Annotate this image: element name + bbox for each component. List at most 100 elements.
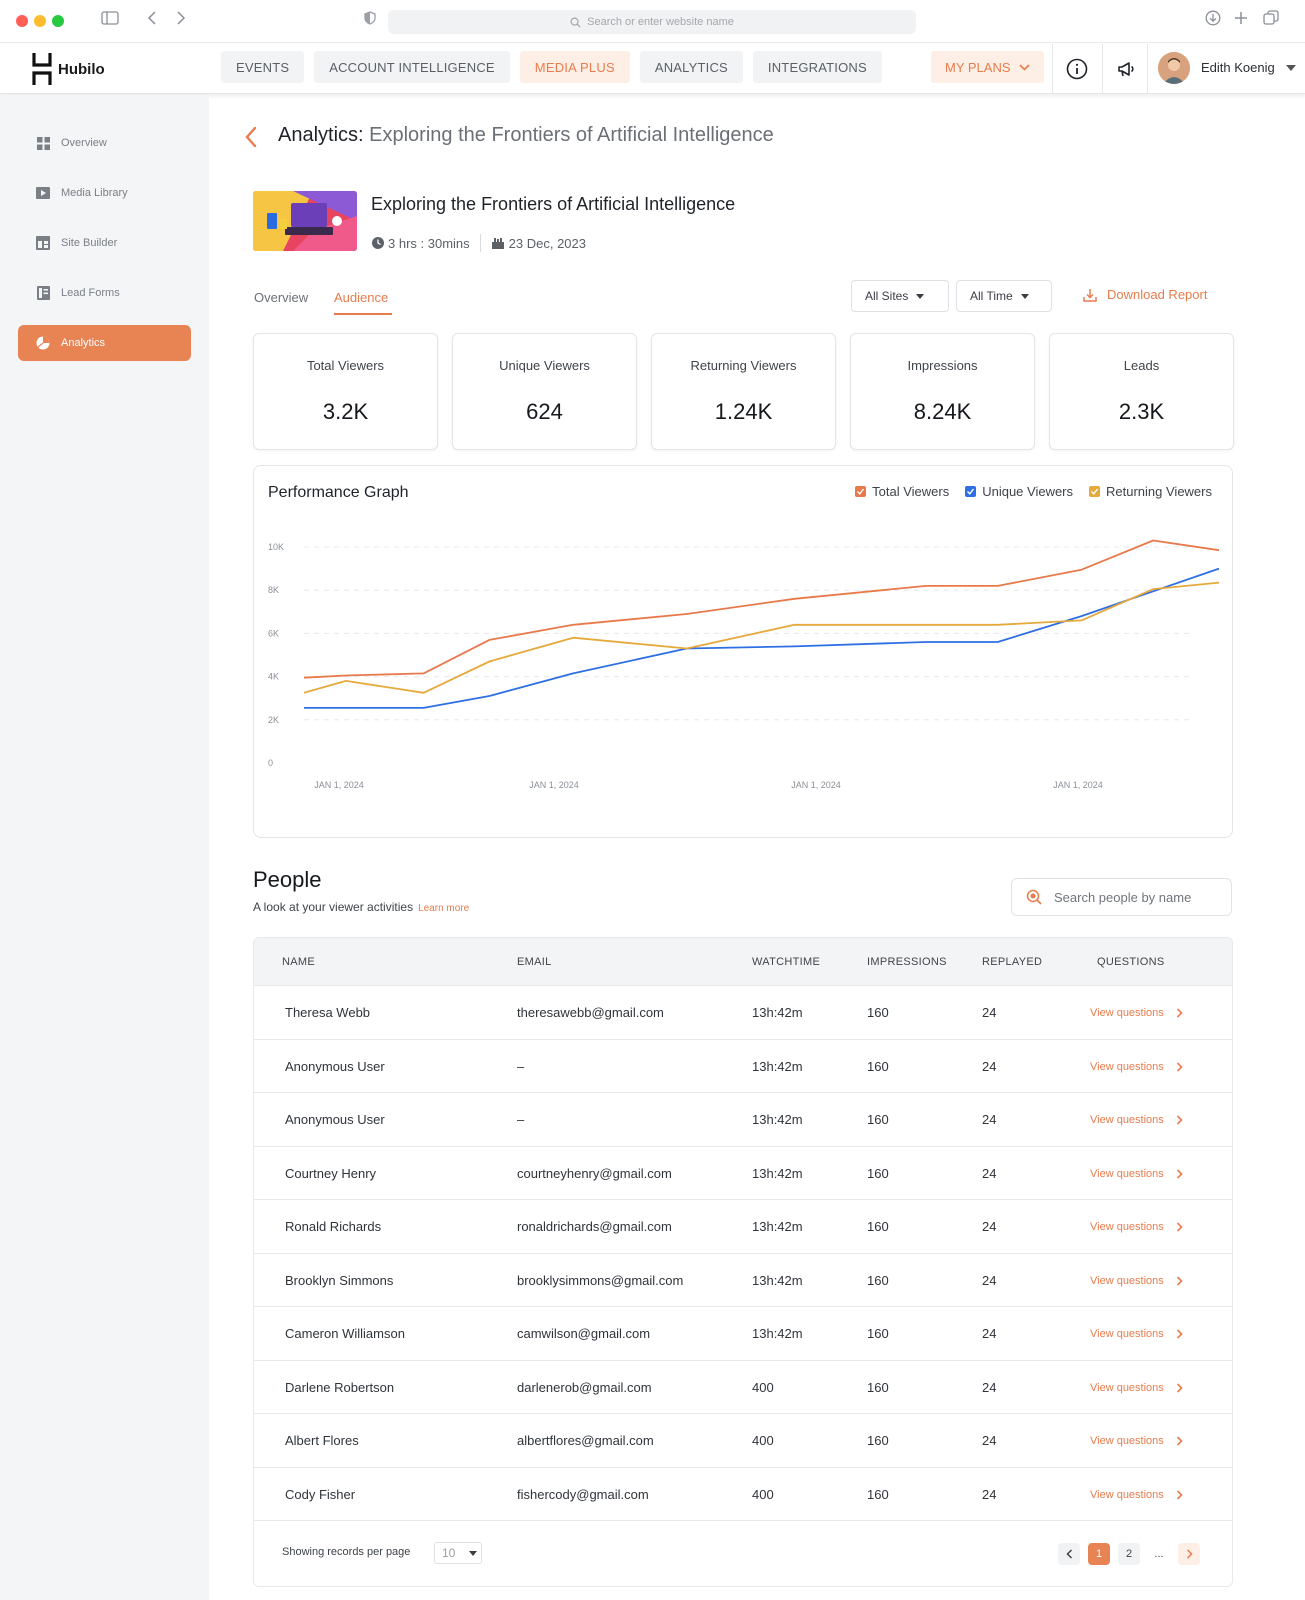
table-footer: Showing records per page 10 1 2 ... — [254, 1521, 1232, 1586]
nav-integrations[interactable]: INTEGRATIONS — [752, 51, 882, 83]
column-header-replayed[interactable]: REPLAYED — [982, 956, 1043, 968]
window-minimize-button[interactable] — [34, 15, 46, 27]
nav-media-plus[interactable]: MEDIA PLUS — [519, 51, 630, 83]
column-header-name[interactable]: NAME — [282, 956, 315, 968]
cell-replayed: 24 — [982, 1005, 997, 1020]
cell-email: ronaldrichards@gmail.com — [517, 1219, 672, 1234]
legend-item-unique-viewers[interactable]: Unique Viewers — [965, 484, 1073, 499]
nav-account-intelligence[interactable]: ACCOUNT INTELLIGENCE — [314, 51, 510, 83]
cell-replayed: 24 — [982, 1486, 997, 1502]
my-plans-button[interactable]: MY PLANS — [931, 51, 1044, 83]
cell-name: Courtney Henry — [285, 1165, 377, 1181]
hubilo-logo-mark — [32, 53, 52, 85]
table-row: Theresa Webb theresawebb@gmail.com 13h:42m… — [254, 986, 1232, 1040]
view-questions-link[interactable]: View questions — [1090, 1168, 1183, 1180]
chevron-right-icon — [1176, 1168, 1183, 1179]
stat-card-impressions: Impressions 8.24K — [850, 333, 1035, 450]
download-report-label: Download Report — [1107, 287, 1208, 302]
tab-overview[interactable]: Overview — [254, 290, 309, 305]
avatar[interactable] — [1158, 52, 1190, 84]
back-arrow-icon[interactable] — [243, 125, 259, 149]
view-questions-link[interactable]: View questions — [1090, 1328, 1183, 1340]
sidebar-item-analytics[interactable]: Analytics — [18, 325, 191, 361]
view-questions-link[interactable]: View questions — [1090, 1435, 1183, 1447]
forward-nav-icon[interactable] — [176, 10, 186, 32]
layout-icon — [36, 236, 50, 250]
hubilo-logo[interactable]: Hubilo — [32, 53, 105, 85]
column-header-impressions[interactable]: IMPRESSIONS — [867, 956, 947, 968]
view-questions-label: View questions — [1090, 1274, 1164, 1287]
people-search-input[interactable]: Search people by name — [1011, 878, 1232, 916]
nav-analytics[interactable]: ANALYTICS — [639, 51, 743, 83]
cell-impressions: 160 — [867, 1433, 889, 1448]
cell-replayed: 24 — [982, 1433, 997, 1448]
pagination-ellipsis: ... — [1154, 1548, 1164, 1560]
caret-down-icon[interactable] — [1286, 65, 1296, 71]
sites-filter-dropdown[interactable]: All Sites — [851, 280, 949, 312]
my-plans-label: MY PLANS — [945, 59, 1011, 75]
back-nav-icon[interactable] — [147, 10, 157, 32]
column-header-email[interactable]: EMAIL — [517, 956, 552, 968]
cell-watchtime: 400 — [752, 1379, 774, 1395]
info-icon[interactable] — [1065, 57, 1089, 81]
stat-card-total-viewers: Total Viewers 3.2K — [253, 333, 438, 450]
x-tick-label: JAN 1, 2024 — [1053, 780, 1103, 790]
cell-replayed: 24 — [982, 1058, 997, 1074]
download-report-button[interactable]: Download Report — [1083, 287, 1207, 302]
cell-impressions: 160 — [867, 1379, 889, 1395]
view-questions-label: View questions — [1090, 1114, 1164, 1126]
cell-name: Anonymous User — [285, 1058, 385, 1074]
people-table: NAME EMAIL WATCHTIME IMPRESSIONS REPLAYE… — [253, 937, 1233, 1587]
y-tick-label: 8K — [268, 585, 279, 595]
records-per-page-select[interactable]: 10 — [434, 1542, 482, 1564]
shield-icon[interactable] — [364, 10, 376, 32]
sidebar-item-overview[interactable]: Overview — [18, 125, 191, 161]
view-questions-link[interactable]: View questions — [1090, 1007, 1183, 1019]
window-close-button[interactable] — [16, 15, 28, 27]
megaphone-icon[interactable] — [1114, 57, 1138, 81]
sidebar-toggle-icon[interactable] — [101, 10, 119, 32]
y-tick-label: 4K — [268, 672, 279, 682]
cell-replayed: 24 — [982, 1272, 997, 1288]
view-questions-link[interactable]: View questions — [1090, 1114, 1183, 1126]
next-page-button[interactable] — [1178, 1543, 1200, 1565]
sidebar-item-media-library[interactable]: Media Library — [18, 175, 191, 211]
clock-icon — [372, 237, 384, 249]
stat-card-returning-viewers: Returning Viewers 1.24K — [651, 333, 836, 450]
view-questions-link[interactable]: View questions — [1090, 1489, 1183, 1501]
legend-item-returning-viewers[interactable]: Returning Viewers — [1089, 484, 1212, 499]
page-title-suffix: Exploring the Frontiers of Artificial In… — [363, 124, 774, 146]
page-button-2[interactable]: 2 — [1118, 1543, 1140, 1565]
nav-events[interactable]: EVENTS — [221, 51, 305, 83]
prev-page-button[interactable] — [1058, 1543, 1080, 1565]
column-header-questions[interactable]: QUESTIONS — [1097, 956, 1165, 968]
view-questions-link[interactable]: View questions — [1090, 1221, 1183, 1233]
tabs-overview-icon[interactable] — [1263, 10, 1279, 33]
y-tick-label: 10K — [268, 542, 284, 552]
sidebar-item-lead-forms[interactable]: Lead Forms — [18, 275, 191, 311]
view-questions-link[interactable]: View questions — [1090, 1275, 1183, 1287]
session-thumbnail — [253, 191, 357, 251]
table-header: NAME EMAIL WATCHTIME IMPRESSIONS REPLAYE… — [254, 938, 1232, 986]
legend-label: Returning Viewers — [1106, 484, 1212, 499]
view-questions-link[interactable]: View questions — [1090, 1382, 1183, 1394]
view-questions-link[interactable]: View questions — [1090, 1061, 1183, 1073]
page-button-1[interactable]: 1 — [1088, 1543, 1110, 1565]
cell-name: Cameron Williamson — [285, 1326, 405, 1341]
window-maximize-button[interactable] — [52, 15, 64, 27]
new-tab-icon[interactable] — [1234, 10, 1248, 32]
column-header-watchtime[interactable]: WATCHTIME — [752, 956, 821, 968]
chevron-right-icon — [1176, 1275, 1183, 1286]
tab-audience[interactable]: Audience — [334, 290, 389, 305]
time-filter-dropdown[interactable]: All Time — [956, 280, 1052, 312]
legend-label: Unique Viewers — [982, 484, 1074, 499]
learn-more-link[interactable]: Learn more — [418, 903, 470, 914]
legend-item-total-viewers[interactable]: Total Viewers — [855, 484, 949, 499]
address-bar[interactable]: Search or enter website name — [388, 10, 916, 34]
user-name[interactable]: Edith Koenig — [1201, 60, 1275, 75]
sidebar-item-site-builder[interactable]: Site Builder — [18, 225, 191, 261]
stat-value: 3.2K — [322, 399, 369, 424]
cell-replayed: 24 — [982, 1112, 997, 1127]
download-icon[interactable] — [1205, 10, 1221, 33]
cell-name: Brooklyn Simmons — [285, 1272, 394, 1288]
